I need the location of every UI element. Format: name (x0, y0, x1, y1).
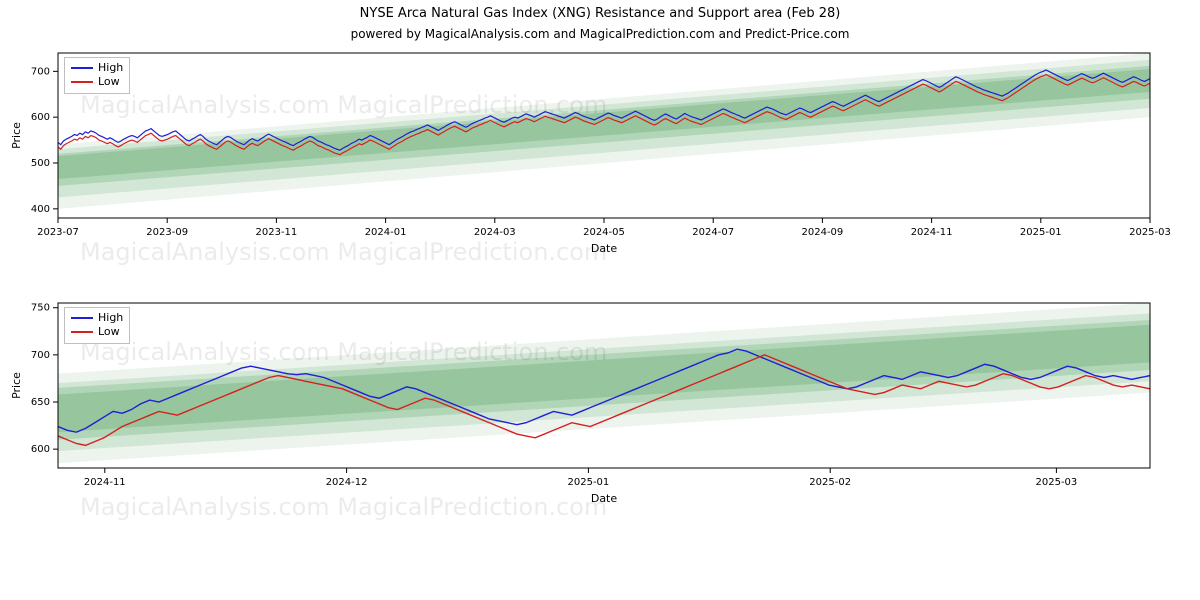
top-chart: 400 500 600 700 2023-07 2023-09 2023-11 2024-01… (0, 43, 1200, 293)
svg-text:650: 650 (31, 397, 50, 408)
legend-item-high: High (71, 61, 123, 75)
svg-text:2025-02: 2025-02 (809, 477, 851, 488)
legend-top: High Low (64, 57, 130, 94)
svg-text:Price: Price (10, 122, 23, 149)
svg-text:700: 700 (31, 66, 50, 77)
chart-subtitle: powered by MagicalAnalysis.com and Magic… (0, 21, 1200, 43)
svg-text:2023-07: 2023-07 (37, 227, 79, 238)
svg-text:2025-03: 2025-03 (1129, 227, 1171, 238)
legend-swatch-high (71, 67, 93, 69)
legend-swatch-low-b (71, 331, 93, 333)
legend-bottom: High Low (64, 307, 130, 344)
svg-text:400: 400 (31, 204, 50, 215)
svg-text:2024-05: 2024-05 (583, 227, 625, 238)
legend-item-high-b: High (71, 311, 123, 325)
legend-label-low: Low (98, 75, 120, 89)
svg-text:2025-03: 2025-03 (1036, 477, 1078, 488)
svg-text:700: 700 (31, 350, 50, 361)
svg-text:600: 600 (31, 444, 50, 455)
svg-text:2024-03: 2024-03 (474, 227, 516, 238)
svg-text:2023-09: 2023-09 (146, 227, 188, 238)
legend-swatch-low (71, 81, 93, 83)
svg-text:600: 600 (31, 112, 50, 123)
bottom-chart: 600 650 700 750 2024-11 2024-12 2025-01 2025-02… (0, 293, 1200, 553)
svg-text:2023-11: 2023-11 (256, 227, 298, 238)
legend-label-low-b: Low (98, 325, 120, 339)
legend-item-low: Low (71, 75, 123, 89)
svg-text:2024-11: 2024-11 (911, 227, 953, 238)
svg-text:500: 500 (31, 158, 50, 169)
legend-label-high-b: High (98, 311, 123, 325)
bottom-chart-container: MagicalAnalysis.com MagicalPrediction.co… (0, 293, 1200, 553)
top-chart-container: MagicalAnalysis.com MagicalPrediction.co… (0, 43, 1200, 293)
svg-text:2024-01: 2024-01 (365, 227, 407, 238)
svg-text:2025-01: 2025-01 (1020, 227, 1062, 238)
svg-text:2024-11: 2024-11 (84, 477, 126, 488)
svg-text:750: 750 (31, 303, 50, 314)
svg-text:2024-07: 2024-07 (692, 227, 734, 238)
legend-swatch-high-b (71, 317, 93, 319)
svg-text:2025-01: 2025-01 (568, 477, 610, 488)
legend-label-high: High (98, 61, 123, 75)
svg-text:2024-09: 2024-09 (802, 227, 844, 238)
chart-title: NYSE Arca Natural Gas Index (XNG) Resist… (0, 0, 1200, 21)
svg-text:Price: Price (10, 372, 23, 399)
legend-item-low-b: Low (71, 325, 123, 339)
svg-text:2024-12: 2024-12 (326, 477, 368, 488)
svg-text:Date: Date (591, 492, 618, 505)
svg-text:Date: Date (591, 242, 618, 255)
